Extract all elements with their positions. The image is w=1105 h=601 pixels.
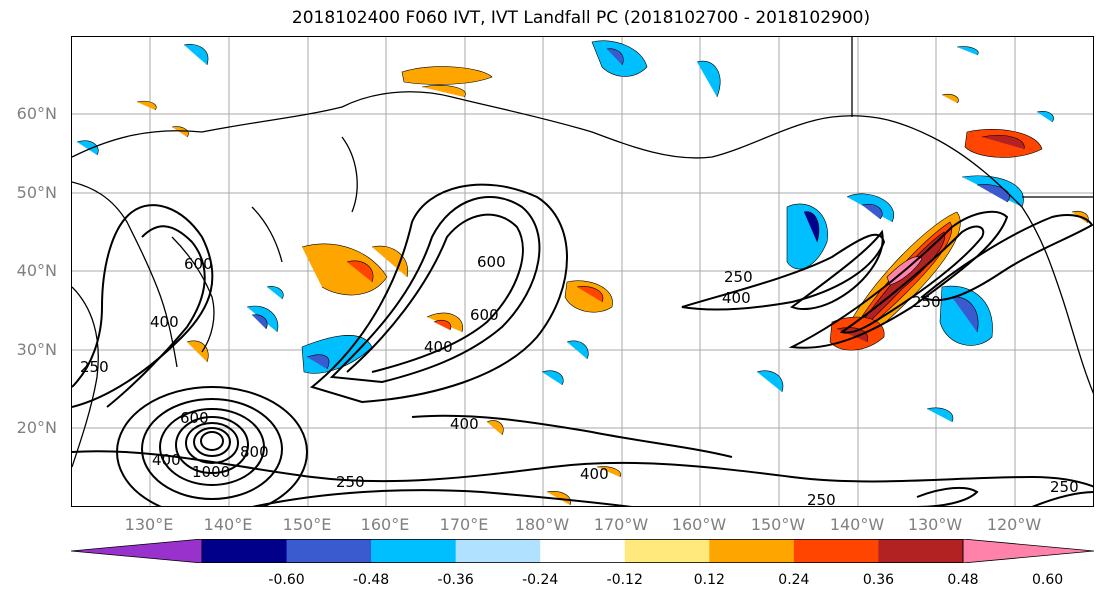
negative-anomaly-shading — [76, 40, 1054, 423]
colorbar — [71, 539, 1094, 563]
contour-label: 1000 — [192, 463, 230, 481]
lon-label: 130°E — [124, 515, 174, 534]
positive-anomaly-shading — [136, 66, 1089, 506]
colorbar-segment — [455, 539, 541, 563]
contour-label: 250 — [724, 268, 753, 286]
contour-label: 800 — [240, 443, 269, 461]
colorbar-tick-label: 0.60 — [1031, 572, 1064, 588]
contour-label: 600 — [477, 253, 506, 271]
colorbar-segment — [371, 539, 457, 563]
colorbar-tick-label: -0.12 — [606, 572, 643, 588]
lon-label: 180°W — [514, 515, 570, 534]
map-panel: 600 400 250 600 600 400 250 400 600 1000… — [71, 36, 1094, 507]
lon-label: 170°W — [593, 515, 649, 534]
colorbar-tick-label: 0.48 — [947, 572, 979, 588]
colorbar-segment — [878, 539, 964, 563]
colorbar-segment — [624, 539, 710, 563]
lon-label: 160°E — [360, 515, 410, 534]
lon-label: 150°W — [750, 515, 806, 534]
lat-label: 60°N — [16, 104, 57, 123]
contour-label: 400 — [152, 451, 181, 469]
lon-label: 140°E — [203, 515, 253, 534]
lat-label: 50°N — [16, 183, 57, 202]
lon-label: 120°W — [986, 515, 1042, 534]
contour-label: 400 — [150, 313, 179, 331]
colorbar-tick-label: 0.36 — [862, 572, 895, 588]
contour-label: 400 — [450, 415, 479, 433]
contour-label: 250 — [1050, 478, 1079, 496]
lon-label: 150°E — [282, 515, 332, 534]
colorbar-tick-label: -0.48 — [352, 572, 390, 588]
contour-label: 400 — [424, 338, 453, 356]
contour-label: 400 — [722, 289, 751, 307]
lat-label: 20°N — [16, 418, 57, 437]
ivt-contours — [72, 183, 1093, 506]
colorbar-extend-right — [962, 539, 1094, 563]
contour-label: 250 — [807, 491, 836, 507]
map-title: 2018102400 F060 IVT, IVT Landfall PC (20… — [291, 8, 871, 28]
contour-label: 250 — [912, 293, 941, 311]
colorbar-tick-label: 0.24 — [778, 572, 810, 588]
colorbar-segment — [709, 539, 795, 563]
lat-label: 40°N — [16, 261, 57, 280]
colorbar-tick-label: -0.36 — [437, 572, 474, 588]
coastlines — [72, 37, 1093, 468]
lat-label: 30°N — [16, 340, 57, 359]
colorbar-segment — [793, 539, 879, 563]
lon-label: 130°W — [907, 515, 963, 534]
map-svg: 600 400 250 600 600 400 250 400 600 1000… — [72, 37, 1093, 507]
colorbar-segment — [540, 539, 626, 563]
graticule — [72, 37, 1093, 506]
colorbar-tick-label: -0.60 — [268, 572, 305, 588]
contour-label: 400 — [580, 465, 609, 483]
contour-label: 600 — [184, 255, 213, 273]
contour-label: 600 — [180, 409, 209, 427]
contour-label-group: 600 400 250 600 600 400 250 400 600 1000… — [80, 253, 1079, 507]
lon-label: 160°W — [671, 515, 727, 534]
colorbar-tick-label: -0.24 — [522, 572, 559, 588]
lon-label: 170°E — [439, 515, 489, 534]
colorbar-outline — [201, 539, 964, 563]
lon-label: 140°W — [829, 515, 885, 534]
colorbar-extend-left — [71, 539, 203, 563]
contour-label: 250 — [80, 358, 109, 376]
contour-label: 250 — [336, 473, 365, 491]
colorbar-tick-label: 0.12 — [693, 572, 725, 588]
colorbar-segment — [286, 539, 372, 563]
colorbar-segment — [202, 539, 288, 563]
contour-label: 600 — [470, 306, 499, 324]
